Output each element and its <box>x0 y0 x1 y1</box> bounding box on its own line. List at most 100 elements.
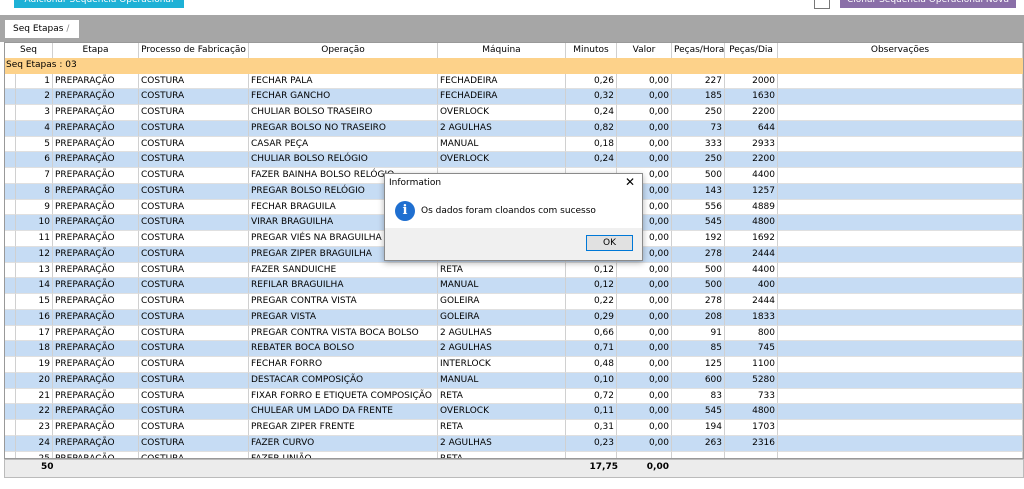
cell-pecas-hora: 125 <box>672 357 725 373</box>
table-row[interactable]: 22 PREPARAÇÃO COSTURA CHULEAR UM LADO DA FR… <box>5 404 1023 420</box>
table-row[interactable]: 23 PREPARAÇÃO COSTURA PREGAR ZIPER FRENTE RE… <box>5 420 1023 436</box>
table-row[interactable]: 6 PREPARAÇÃO COSTURA CHULIAR BOLSO RELÓGIO O… <box>5 152 1023 168</box>
column-header[interactable]: Seq <box>5 43 53 59</box>
cell-operacao: CHULEAR UM LADO DA FRENTE <box>249 404 438 420</box>
table-row[interactable]: 5 PREPARAÇÃO COSTURA CASAR PEÇA MANUAL 0,18 0,… <box>5 136 1023 153</box>
cell-processo: COSTURA <box>139 152 249 168</box>
add-sequence-button[interactable]: Adicionar Sequência Operacional <box>14 0 184 8</box>
column-header[interactable]: Peças/Dia <box>725 43 778 59</box>
column-header[interactable]: Operação <box>249 43 438 59</box>
row-indicator <box>5 136 16 153</box>
empty-cell <box>778 404 1023 420</box>
cell-operacao: FIXAR FORRO E ETIQUETA COMPOSIÇÃO <box>249 388 438 405</box>
cell-etapa: PREPARAÇÃO <box>53 215 139 231</box>
empty-cell <box>778 215 1023 231</box>
table-row[interactable]: 4 PREPARAÇÃO COSTURA PREGAR BOLSO NO TRASEI… <box>5 120 1023 137</box>
cell-processo: COSTURA <box>139 246 249 263</box>
ok-button[interactable]: OK <box>586 235 633 251</box>
cell-seq: 1 <box>16 73 53 90</box>
cell-valor: 0,00 <box>617 435 672 452</box>
cell-etapa: PREPARAÇÃO <box>53 325 139 342</box>
column-header[interactable]: Observações <box>778 43 1023 59</box>
tab-bar <box>0 15 1024 42</box>
cell-pecas-hora: 73 <box>672 120 725 137</box>
table-row[interactable]: 1 PREPARAÇÃO COSTURA FECHAR PALA FECHADEIRA 0… <box>5 73 1023 90</box>
cell-pecas-hora: 185 <box>672 89 725 105</box>
cell-pecas-hora: 500 <box>672 262 725 279</box>
column-header[interactable]: Processo de Fabricação <box>139 43 249 59</box>
dialog-close[interactable]: ✕ <box>625 175 636 189</box>
table-row[interactable]: 21 PREPARAÇÃO COSTURA FIXAR FORRO E ETIQUET… <box>5 388 1023 405</box>
cell-pecas-dia: 5280 <box>725 372 778 389</box>
cell-pecas-dia: 2933 <box>725 136 778 153</box>
table-row[interactable]: 13 PREPARAÇÃO COSTURA FAZER SANDUICHE RETA 0,… <box>5 262 1023 279</box>
cell-pecas-hora: 263 <box>672 435 725 452</box>
column-header[interactable]: Etapa <box>53 43 139 59</box>
cell-seq: 3 <box>16 105 53 121</box>
cell-pecas-hora: 91 <box>672 325 725 342</box>
cell-etapa: PREPARAÇÃO <box>53 372 139 389</box>
cell-operacao: FAZER CURVO <box>249 435 438 452</box>
tab[interactable]: Seq Etapas / <box>5 20 79 38</box>
table-row[interactable]: 25 PREPARAÇÃO COSTURA FAZER UNIÃO RETA <box>5 451 1023 458</box>
cell-seq: 10 <box>16 215 53 231</box>
row-indicator <box>5 372 16 389</box>
table-row[interactable]: 17 PREPARAÇÃO COSTURA PREGAR CONTRA VISTA B… <box>5 325 1023 342</box>
cell-etapa: PREPARAÇÃO <box>53 120 139 137</box>
cell-minutos: 0,82 <box>566 120 617 137</box>
column-header[interactable]: Peças/Hora <box>672 43 725 59</box>
row-indicator <box>5 388 16 405</box>
table-row[interactable]: 16 PREPARAÇÃO COSTURA PREGAR VISTA GOLEIRA 0,… <box>5 309 1023 326</box>
cell-etapa: PREPARAÇÃO <box>53 168 139 184</box>
column-header[interactable]: Valor <box>617 43 672 59</box>
empty-cell <box>778 120 1023 137</box>
table-row[interactable]: 18 PREPARAÇÃO COSTURA REBATER BOCA BOLSO 2 A… <box>5 341 1023 357</box>
table-row[interactable]: 15 PREPARAÇÃO COSTURA PREGAR CONTRA VISTA GO… <box>5 294 1023 310</box>
cell-etapa: PREPARAÇÃO <box>53 231 139 247</box>
table-row[interactable]: 24 PREPARAÇÃO COSTURA FAZER CURVO 2 AGULHAS 0… <box>5 435 1023 452</box>
cell-seq: 20 <box>16 372 53 389</box>
cell-valor: 0,00 <box>617 199 672 216</box>
cell-valor: 0,00 <box>617 120 672 137</box>
cell-maquina: 2 AGULHAS <box>438 341 566 357</box>
cell-operacao: FECHAR GANCHO <box>249 89 438 105</box>
cell-operacao: PREGAR CONTRA VISTA BOCA BOLSO <box>249 325 438 342</box>
cell-pecas-dia: 1833 <box>725 309 778 326</box>
empty-cell <box>672 451 725 458</box>
table-row[interactable]: 3 PREPARAÇÃO COSTURA CHULIAR BOLSO TRASEIRO… <box>5 105 1023 121</box>
cell-pecas-hora: 208 <box>672 309 725 326</box>
cell-processo: COSTURA <box>139 420 249 436</box>
cell-seq: 9 <box>16 199 53 216</box>
cell-pecas-hora: 83 <box>672 388 725 405</box>
table-row[interactable]: 2 PREPARAÇÃO COSTURA FECHAR GANCHO FECHADEIR… <box>5 89 1023 105</box>
cell-etapa: PREPARAÇÃO <box>53 451 139 458</box>
cell-seq: 12 <box>16 246 53 263</box>
empty-cell <box>778 420 1023 436</box>
dialog: Information ✕ i Os dados foram cloandos … <box>384 173 643 261</box>
cell-processo: COSTURA <box>139 341 249 357</box>
tab-close[interactable]: / <box>66 24 70 34</box>
cell-pecas-dia: 4889 <box>725 199 778 216</box>
empty-cell <box>778 89 1023 105</box>
cell-maquina: 2 AGULHAS <box>438 120 566 137</box>
cell-processo: COSTURA <box>139 404 249 420</box>
cell-pecas-hora: 250 <box>672 105 725 121</box>
cell-etapa: PREPARAÇÃO <box>53 136 139 153</box>
cell-seq: 22 <box>16 404 53 420</box>
clone-sequence-button[interactable]: Clonar Sequência Operacional Nova <box>840 0 1016 8</box>
column-header[interactable]: Minutos <box>566 43 617 59</box>
empty-cell <box>778 451 1023 458</box>
cell-pecas-dia: 2316 <box>725 435 778 452</box>
table-row[interactable]: 14 PREPARAÇÃO COSTURA REFILAR BRAGUILHA MANU… <box>5 278 1023 294</box>
cell-minutos: 0,48 <box>566 357 617 373</box>
cell-maquina: GOLEIRA <box>438 309 566 326</box>
cell-pecas-dia: 2200 <box>725 105 778 121</box>
cell-seq: 18 <box>16 341 53 357</box>
table-row[interactable]: 19 PREPARAÇÃO COSTURA FECHAR FORRO INTERLOCK… <box>5 357 1023 373</box>
column-header[interactable]: Máquina <box>438 43 566 59</box>
table-row[interactable]: 20 PREPARAÇÃO COSTURA DESTACAR COMPOSIÇÃO MA… <box>5 372 1023 389</box>
cell-processo: COSTURA <box>139 199 249 216</box>
cell-valor: 0,00 <box>617 183 672 200</box>
cell-processo: COSTURA <box>139 136 249 153</box>
